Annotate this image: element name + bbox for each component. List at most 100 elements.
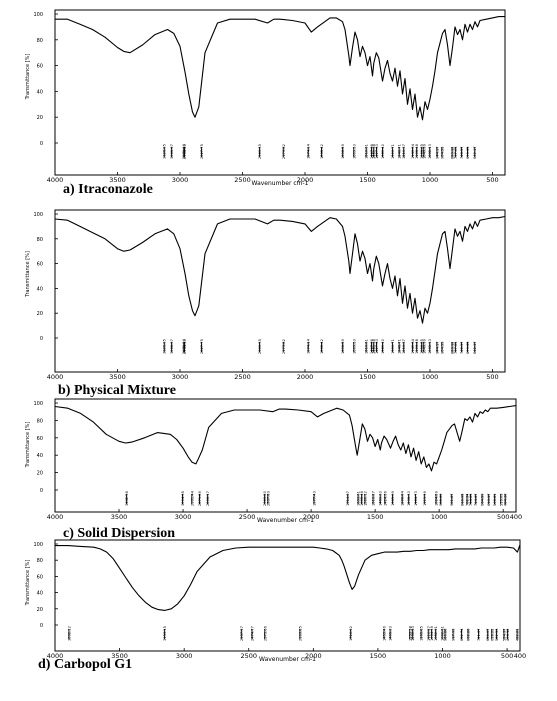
y-tick-label: 0 bbox=[40, 336, 43, 342]
peak-label: 797.05 bbox=[454, 341, 458, 354]
peak-label: 823.12 bbox=[451, 341, 455, 354]
peak-label: 664.59 bbox=[481, 493, 485, 506]
x-tick-label: 2000 bbox=[305, 652, 322, 660]
peak-label: 1460.33 bbox=[379, 491, 383, 506]
peak-label: 1424.36 bbox=[383, 490, 387, 506]
x-tick-label: 3000 bbox=[176, 652, 193, 660]
peak-label: 2337.83 bbox=[266, 491, 270, 506]
y-tick-label: 20 bbox=[37, 471, 43, 477]
peak-label: 642.17 bbox=[473, 146, 477, 159]
peak-label: 1300.71 bbox=[391, 339, 395, 354]
peak-label: 2474.77 bbox=[251, 626, 255, 641]
peak-label: 1066.85 bbox=[420, 339, 424, 354]
peak-label: 944.17 bbox=[435, 146, 439, 159]
peak-label: 2557.57 bbox=[240, 626, 244, 641]
peak-label: 3126.05 bbox=[163, 144, 167, 159]
peak-label: 2363.35 bbox=[258, 339, 262, 354]
x-tick-label: 1000 bbox=[431, 513, 448, 521]
y-tick-label: 60 bbox=[37, 436, 43, 442]
peak-label: 1024.59 bbox=[435, 490, 439, 506]
peak-label: 650.07 bbox=[486, 628, 490, 641]
peak-label: 1084.39 bbox=[430, 625, 434, 641]
x-tick-label: 3500 bbox=[109, 176, 126, 184]
peak-label: 904.55 bbox=[440, 146, 444, 159]
peak-label: 1467.96 bbox=[370, 338, 374, 354]
peak-label: 1184.73 bbox=[414, 491, 418, 506]
peak-label: 1246.71 bbox=[398, 339, 402, 354]
x-tick-label: 2500 bbox=[240, 652, 257, 660]
peak-label: 1609.53 bbox=[352, 144, 356, 159]
spectrum-line bbox=[55, 16, 505, 121]
x-tick-label: 4000 bbox=[47, 652, 64, 660]
peak-label: 748.57 bbox=[460, 146, 464, 159]
x-tick-label: 2500 bbox=[239, 513, 256, 521]
x-axis-label: Wavenumber cm-1 bbox=[257, 517, 314, 524]
x-tick-label: 3000 bbox=[172, 373, 189, 381]
peak-label: 3442.56 bbox=[125, 490, 129, 506]
peak-label: 852.74 bbox=[460, 628, 464, 641]
y-tick-label: 0 bbox=[40, 488, 43, 494]
peak-label: 1253.38 bbox=[408, 625, 412, 641]
peak-label: 1450.38 bbox=[372, 338, 376, 354]
x-tick-label: 4000 bbox=[47, 176, 64, 184]
peak-label: 1049.99 bbox=[422, 143, 426, 159]
peak-label: 1605.46 bbox=[360, 490, 364, 506]
x-tick-label: 2500 bbox=[234, 373, 251, 381]
peak-label: 1380.40 bbox=[381, 143, 385, 159]
x-tick-label: 400 bbox=[514, 652, 526, 660]
peak-label: 1405.33 bbox=[389, 626, 393, 641]
peak-label: 1165.85 bbox=[420, 626, 424, 641]
y-tick-label: 60 bbox=[37, 574, 43, 580]
peak-label: 1066.85 bbox=[420, 144, 424, 159]
chart-panel-3: Transmittance [%] 0 20 40 60 80 100 4000 3500 300… bbox=[25, 539, 526, 672]
peak-label: 904.55 bbox=[440, 341, 444, 354]
y-tick-label: 40 bbox=[37, 453, 43, 459]
spectrum-line bbox=[54, 215, 506, 324]
chart-panel-1: Transmittance [%] 0 20 40 60 80 100 4000 3500 300… bbox=[25, 209, 506, 398]
peak-label: 1714.07 bbox=[346, 491, 350, 506]
peak-label: 1698.59 bbox=[341, 143, 345, 159]
y-tick-label: 40 bbox=[37, 89, 43, 95]
y-tick-label: 20 bbox=[37, 115, 43, 121]
peak-label: 496.12 bbox=[506, 628, 510, 641]
peak-label: 980.28 bbox=[444, 628, 448, 641]
peak-label: 917.93 bbox=[452, 628, 456, 641]
peak-label: 1450.38 bbox=[372, 143, 376, 159]
x-tick-label: 3000 bbox=[172, 176, 189, 184]
peak-label: 1365.09 bbox=[391, 490, 395, 506]
peak-label: 2103.85 bbox=[298, 626, 302, 641]
x-tick-label: 1000 bbox=[434, 652, 451, 660]
x-tick-label: 1500 bbox=[370, 652, 387, 660]
x-tick-label: 3500 bbox=[109, 373, 126, 381]
y-tick-label: 40 bbox=[37, 591, 43, 597]
peak-label: 714.67 bbox=[474, 493, 478, 506]
peak-label: 484.38 bbox=[504, 493, 508, 506]
peak-label: 1210.37 bbox=[402, 144, 406, 159]
y-axis-label: Transmittance [%] bbox=[25, 54, 31, 101]
peak-label: 1300.71 bbox=[391, 144, 395, 159]
peak-label: 519.03 bbox=[499, 493, 503, 506]
peak-label: 3066.97 bbox=[170, 339, 174, 354]
peak-label: 1246.71 bbox=[398, 144, 402, 159]
y-axis-label: Transmittance [%] bbox=[25, 560, 31, 607]
peak-label: 823.12 bbox=[451, 146, 455, 159]
peak-label: 988.69 bbox=[439, 493, 443, 506]
y-axis-label: Transmittance [%] bbox=[25, 251, 31, 298]
peak-label: 1467.96 bbox=[370, 143, 374, 159]
peak-label: 1974.14 bbox=[307, 338, 311, 354]
peak-label: 618.22 bbox=[490, 628, 494, 641]
peak-label: 1210.37 bbox=[402, 339, 406, 354]
y-tick-label: 60 bbox=[37, 64, 43, 70]
peak-label: 901.87 bbox=[450, 493, 454, 506]
peak-label: 2871.89 bbox=[198, 490, 202, 506]
peak-label: 1106.48 bbox=[415, 338, 419, 354]
peak-label: 2827.75 bbox=[200, 144, 204, 159]
peak-label: 1977.43 bbox=[313, 491, 317, 506]
peak-label: 1453.46 bbox=[382, 625, 386, 641]
peak-label: 782.34 bbox=[466, 493, 470, 506]
panel-caption: d) Carbopol G1 bbox=[38, 657, 132, 672]
peak-label: 944.17 bbox=[435, 341, 439, 354]
y-tick-label: 100 bbox=[33, 542, 43, 548]
x-tick-label: 500 bbox=[501, 652, 513, 660]
